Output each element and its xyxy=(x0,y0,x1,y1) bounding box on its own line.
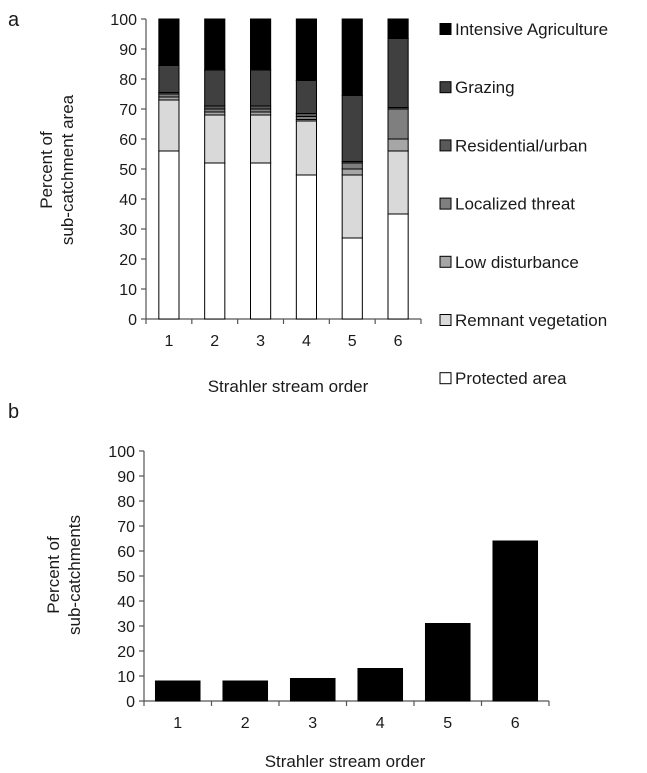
bar-segment-order-6-low-disturbance xyxy=(387,138,409,152)
bar-segment-order-4-intensive-agriculture xyxy=(295,18,318,81)
panel-a: a Percent of sub-catchment area 0 10 20 30 4… xyxy=(8,9,608,396)
bar-segment-order-4-grazing xyxy=(295,80,318,114)
panel-a-y-tick-label-80: 80 xyxy=(119,72,137,89)
panel-a-x-tick-label-4: 4 xyxy=(302,333,311,350)
bar-segment-order-6-remnant-vegetation xyxy=(387,150,409,215)
bar-segment-order-6-protected-area xyxy=(387,213,409,320)
panel-a-x-tick-label-5: 5 xyxy=(348,333,357,350)
panel-a-y-tick-label-60: 60 xyxy=(119,132,137,149)
bar-segment-order-5-grazing xyxy=(341,95,363,162)
bar-order-4 xyxy=(357,668,404,702)
panel-b-y-axis-title: Percent of sub-catchments xyxy=(44,515,84,635)
bar-segment-order-2-grazing xyxy=(204,69,226,107)
bar-segment-order-1-grazing xyxy=(158,65,180,93)
bar-segment-order-3-remnant-vegetation xyxy=(250,114,272,164)
panel-b: b Percent of sub-catchments 0 10 20 30 40 50 6… xyxy=(8,401,550,771)
panel-b-x-tick-label-6: 6 xyxy=(511,715,520,732)
bar-segment-order-6-localized-threat xyxy=(387,108,409,140)
panel-a-plot-area: 0 10 20 30 40 50 60 70 80 90 100 1 2 3 4 5 6 xyxy=(110,12,422,350)
panel-b-y-tick-label-80: 80 xyxy=(117,494,135,511)
bar-order-2 xyxy=(222,680,269,702)
panel-b-x-tick-label-3: 3 xyxy=(308,715,317,732)
legend-swatch-residential-urban xyxy=(439,139,452,152)
panel-b-y-tick-label-30: 30 xyxy=(117,619,135,636)
legend-swatch-remnant-vegetation xyxy=(439,314,452,326)
panel-a-ylabel-line2: sub-catchment area xyxy=(58,94,77,245)
legend-label-protected-area: Protected area xyxy=(455,369,567,388)
legend-label-remnant-vegetation: Remnant vegetation xyxy=(455,311,607,330)
bar-order-3 xyxy=(289,678,336,702)
panel-b-x-axis-title: Strahler stream order xyxy=(265,752,426,771)
legend-swatch-intensive-agriculture xyxy=(439,23,452,35)
legend-label-residential-urban: Residential/urban xyxy=(455,136,587,155)
bar-segment-order-6-grazing xyxy=(387,38,409,108)
panel-b-ylabel-line1: Percent of xyxy=(44,536,63,614)
panel-a-x-tick-label-6: 6 xyxy=(394,333,403,350)
bar-segment-order-1-protected-area xyxy=(158,150,180,320)
panel-b-plot-area: 0 10 20 30 40 50 60 70 80 90 100 1 2 3 4 5 6 xyxy=(108,444,550,732)
bar-order-6 xyxy=(492,540,539,702)
panel-b-x-tick-label-4: 4 xyxy=(376,715,385,732)
bar-segment-order-2-remnant-vegetation xyxy=(204,114,226,164)
bar-segment-order-5-remnant-vegetation xyxy=(341,174,363,239)
bar-segment-order-5-low-disturbance xyxy=(341,168,363,176)
panel-a-y-tick-label-70: 70 xyxy=(119,102,137,119)
legend-label-localized-threat: Localized threat xyxy=(455,195,575,214)
panel-a-y-tick-label-40: 40 xyxy=(119,192,137,209)
bar-segment-order-2-intensive-agriculture xyxy=(204,18,226,71)
panel-a-y-axis-title: Percent of sub-catchment area xyxy=(37,94,77,245)
panel-a-x-tick-label-3: 3 xyxy=(256,333,265,350)
bar-segment-order-6-intensive-agriculture xyxy=(387,18,409,39)
bar-order-1 xyxy=(154,680,201,702)
panel-b-y-tick-label-20: 20 xyxy=(117,644,135,661)
panel-b-ylabel-line2: sub-catchments xyxy=(65,515,84,635)
bar-segment-order-3-protected-area xyxy=(250,162,272,320)
bar-segment-order-2-protected-area xyxy=(204,162,226,320)
panel-b-y-tick-label-10: 10 xyxy=(117,669,135,686)
bar-segment-order-1-intensive-agriculture xyxy=(158,18,180,66)
panel-b-y-tick-label-70: 70 xyxy=(117,519,135,536)
panel-b-x-tick-label-1: 1 xyxy=(173,715,182,732)
bar-segment-order-3-grazing xyxy=(250,69,272,107)
bar-segment-order-4-protected-area xyxy=(295,174,318,320)
panel-a-y-tick-label-90: 90 xyxy=(119,42,137,59)
panel-b-y-tick-label-40: 40 xyxy=(117,594,135,611)
legend-label-low-disturbance: Low disturbance xyxy=(455,253,579,272)
panel-b-y-tick-label-100: 100 xyxy=(108,444,135,461)
panel-a-y-tick-label-20: 20 xyxy=(119,252,137,269)
bar-segment-order-5-intensive-agriculture xyxy=(341,18,363,96)
bar-order-5 xyxy=(424,623,471,702)
panel-a-y-tick-label-0: 0 xyxy=(128,312,137,329)
panel-b-y-tick-label-90: 90 xyxy=(117,469,135,486)
panel-a-letter: a xyxy=(8,9,20,31)
panel-b-letter: b xyxy=(8,401,19,423)
panel-b-x-tick-label-2: 2 xyxy=(241,715,250,732)
legend-swatch-grazing xyxy=(439,81,452,94)
panel-b-y-tick-label-60: 60 xyxy=(117,544,135,561)
legend-swatch-localized-threat xyxy=(439,197,452,210)
panel-a-x-tick-label-2: 2 xyxy=(210,333,219,350)
bar-segment-order-4-remnant-vegetation xyxy=(295,120,318,176)
legend-label-intensive-agriculture: Intensive Agriculture xyxy=(455,20,608,39)
panel-a-y-tick-label-30: 30 xyxy=(119,222,137,239)
panel-a-legend: Intensive Agriculture Grazing Residential/… xyxy=(439,20,608,388)
panel-a-y-tick-label-100: 100 xyxy=(110,12,137,29)
bar-segment-order-1-remnant-vegetation xyxy=(158,99,180,152)
panel-a-x-axis-title: Strahler stream order xyxy=(208,377,369,396)
legend-swatch-low-disturbance xyxy=(439,255,452,268)
panel-b-y-tick-label-50: 50 xyxy=(117,569,135,586)
bar-segment-order-3-intensive-agriculture xyxy=(250,18,272,71)
panel-a-y-tick-label-50: 50 xyxy=(119,162,137,179)
panel-a-x-tick-label-1: 1 xyxy=(164,333,173,350)
bar-segment-order-5-localized-threat xyxy=(341,162,363,170)
panel-a-ylabel-line1: Percent of xyxy=(37,131,56,209)
legend-swatch-protected-area xyxy=(439,372,452,385)
panel-a-y-tick-label-10: 10 xyxy=(119,282,137,299)
panel-b-x-tick-label-5: 5 xyxy=(443,715,452,732)
bar-segment-order-5-protected-area xyxy=(341,237,363,320)
legend-label-grazing: Grazing xyxy=(455,78,515,97)
panel-b-y-tick-label-0: 0 xyxy=(126,694,135,711)
